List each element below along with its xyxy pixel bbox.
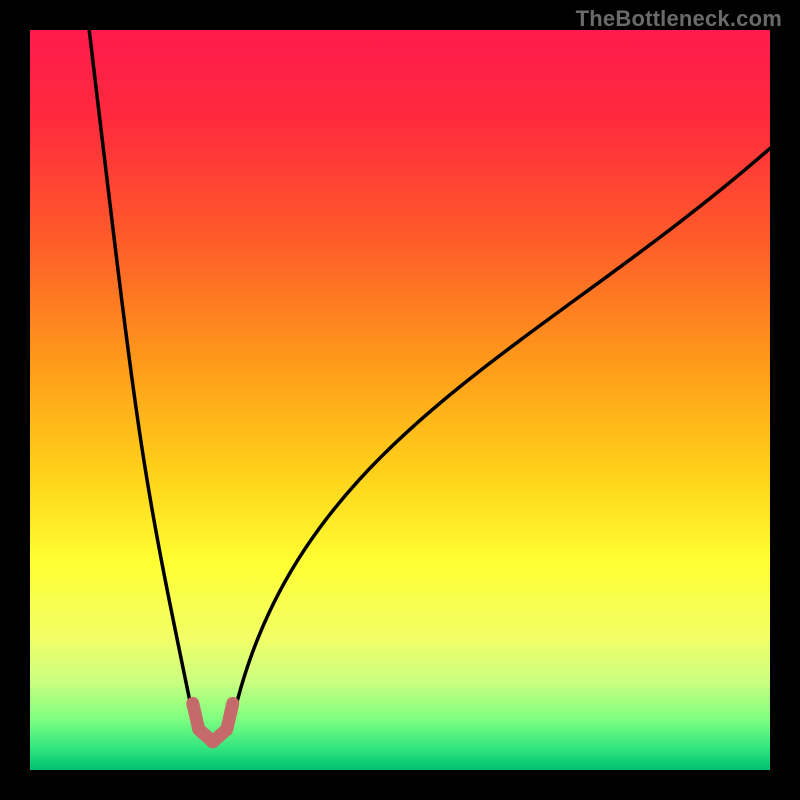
watermark-text: TheBottleneck.com	[576, 6, 782, 32]
gradient-background	[30, 30, 770, 770]
chart-frame: TheBottleneck.com	[0, 0, 800, 800]
plot-svg	[30, 30, 770, 770]
plot-area	[30, 30, 770, 770]
